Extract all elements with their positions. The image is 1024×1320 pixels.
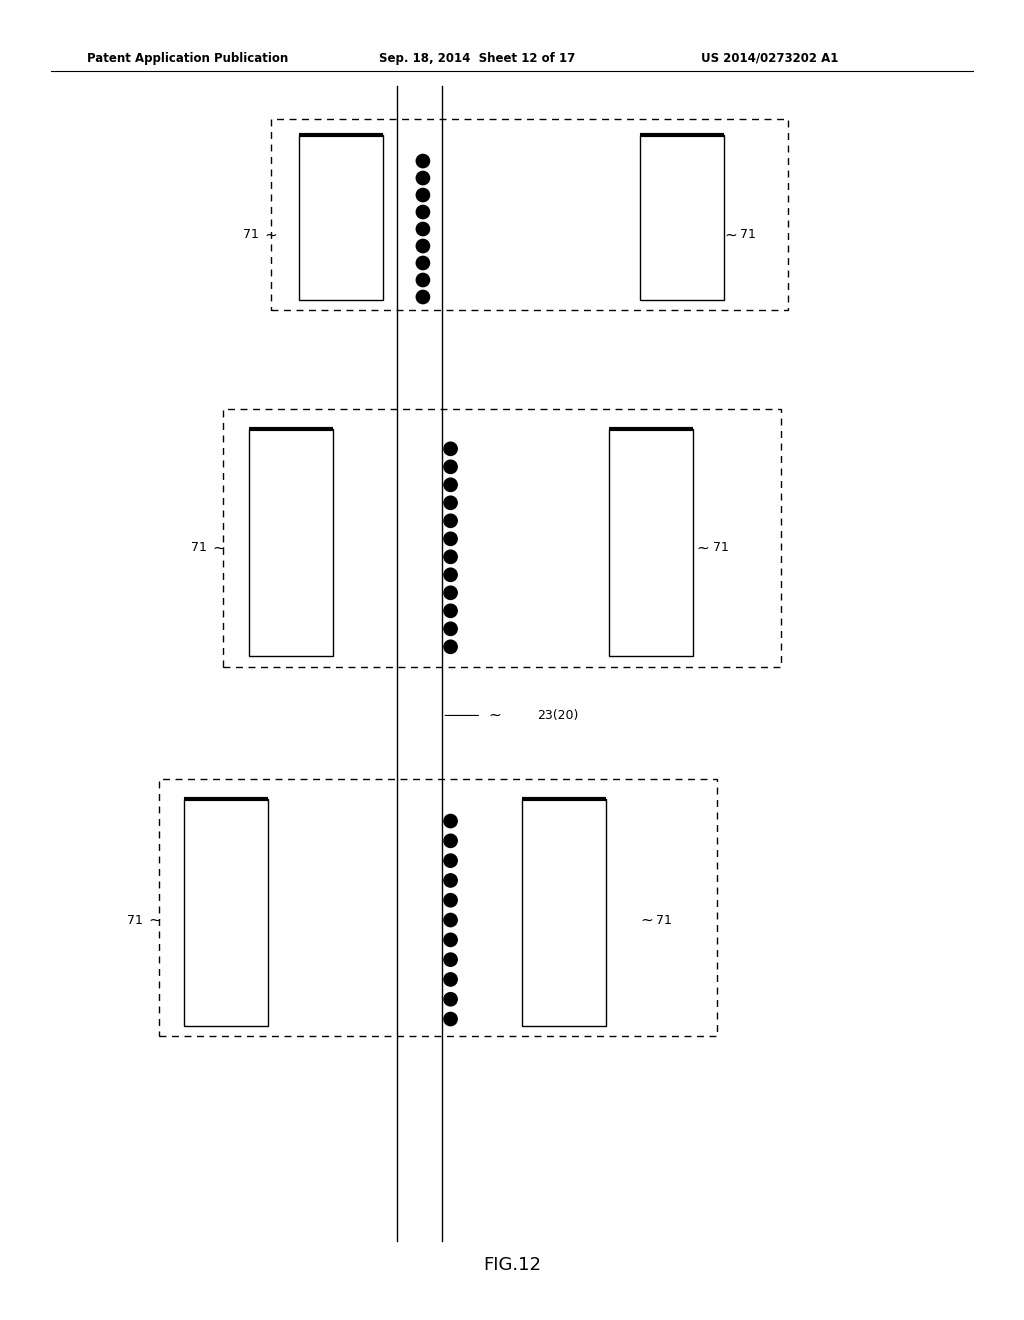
Text: ∼: ∼: [725, 227, 737, 243]
Text: 71: 71: [713, 541, 729, 554]
Text: US 2014/0273202 A1: US 2014/0273202 A1: [701, 51, 839, 65]
Text: 23(20): 23(20): [538, 709, 579, 722]
Ellipse shape: [444, 478, 457, 491]
Ellipse shape: [444, 442, 457, 455]
Text: ∼: ∼: [212, 540, 224, 556]
Ellipse shape: [416, 154, 430, 168]
Ellipse shape: [444, 913, 457, 927]
Ellipse shape: [444, 605, 457, 618]
Ellipse shape: [416, 189, 430, 202]
Text: 71: 71: [243, 228, 259, 242]
Ellipse shape: [444, 622, 457, 635]
Bar: [522, 799, 606, 1026]
Bar: [159, 779, 717, 1036]
Ellipse shape: [416, 239, 430, 252]
Bar: [223, 409, 781, 667]
Ellipse shape: [444, 814, 457, 828]
Ellipse shape: [444, 640, 457, 653]
Text: Sep. 18, 2014  Sheet 12 of 17: Sep. 18, 2014 Sheet 12 of 17: [379, 51, 575, 65]
Ellipse shape: [444, 894, 457, 907]
Text: ∼: ∼: [148, 912, 161, 928]
Ellipse shape: [444, 874, 457, 887]
Ellipse shape: [444, 586, 457, 599]
Ellipse shape: [416, 256, 430, 269]
Bar: [184, 799, 268, 1026]
Text: 71: 71: [127, 913, 143, 927]
Ellipse shape: [444, 854, 457, 867]
Ellipse shape: [444, 496, 457, 510]
Text: ∼: ∼: [264, 227, 276, 243]
Ellipse shape: [444, 1012, 457, 1026]
Bar: [299, 135, 383, 300]
Ellipse shape: [444, 973, 457, 986]
Ellipse shape: [416, 222, 430, 236]
Ellipse shape: [444, 834, 457, 847]
Ellipse shape: [444, 568, 457, 581]
Bar: [609, 429, 693, 656]
Ellipse shape: [444, 933, 457, 946]
Text: FIG.12: FIG.12: [483, 1255, 541, 1274]
Text: 71: 71: [190, 541, 207, 554]
Ellipse shape: [444, 515, 457, 528]
Bar: [249, 429, 333, 656]
Text: ∼: ∼: [488, 708, 501, 723]
Text: Patent Application Publication: Patent Application Publication: [87, 51, 289, 65]
Ellipse shape: [444, 550, 457, 564]
Ellipse shape: [444, 993, 457, 1006]
Text: 71: 71: [656, 913, 673, 927]
Text: 71: 71: [740, 228, 757, 242]
Text: ∼: ∼: [641, 912, 653, 928]
Ellipse shape: [444, 461, 457, 474]
Ellipse shape: [416, 290, 430, 304]
Ellipse shape: [444, 953, 457, 966]
Bar: [271, 119, 788, 310]
Ellipse shape: [416, 172, 430, 185]
Ellipse shape: [416, 273, 430, 286]
Ellipse shape: [444, 532, 457, 545]
Text: ∼: ∼: [697, 540, 710, 556]
Bar: [640, 135, 724, 300]
Ellipse shape: [416, 206, 430, 219]
